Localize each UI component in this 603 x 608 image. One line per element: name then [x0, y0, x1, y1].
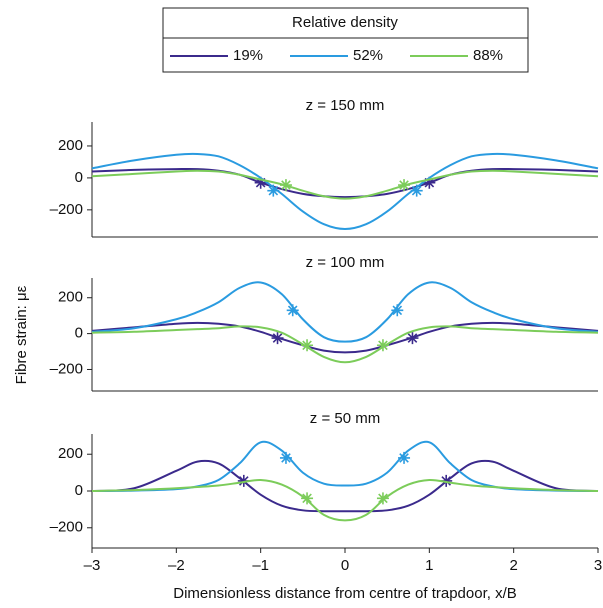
marker — [391, 304, 404, 317]
y-tick-label: 0 — [75, 482, 83, 499]
y-tick-label: 200 — [58, 289, 83, 306]
legend-title: Relative density — [292, 14, 398, 31]
marker — [398, 451, 411, 464]
x-tick-label: –2 — [168, 557, 185, 574]
x-tick-label: 1 — [425, 557, 433, 574]
x-tick-label: 0 — [341, 557, 349, 574]
series-line — [91, 281, 599, 343]
x-tick-label: 2 — [509, 557, 517, 574]
series-line — [91, 478, 599, 522]
y-axis-label: Fibre strain: με — [13, 285, 30, 384]
y-tick-label: –200 — [50, 201, 83, 218]
marker — [279, 451, 292, 464]
panel-title: z = 50 mm — [310, 410, 380, 427]
marker — [267, 184, 280, 197]
y-tick-label: 0 — [75, 325, 83, 342]
marker — [279, 179, 292, 192]
series-line — [91, 169, 599, 200]
panel-title: z = 100 mm — [306, 254, 385, 271]
marker — [271, 332, 284, 345]
x-tick-label: 3 — [594, 557, 602, 574]
legend-label: 19% — [233, 47, 263, 64]
y-tick-label: –200 — [50, 519, 83, 536]
marker — [440, 474, 453, 487]
legend-box — [162, 7, 529, 73]
x-axis-label: Dimensionless distance from centre of tr… — [173, 585, 517, 602]
y-tick-label: 200 — [58, 445, 83, 462]
marker — [423, 176, 436, 189]
marker — [301, 339, 314, 352]
marker — [237, 474, 250, 487]
marker — [406, 332, 419, 345]
series-line — [91, 167, 599, 199]
marker — [398, 179, 411, 192]
legend-label: 88% — [473, 47, 503, 64]
y-tick-label: 0 — [75, 169, 83, 186]
series-line — [91, 459, 599, 513]
series-line — [91, 325, 599, 364]
x-tick-label: –1 — [252, 557, 269, 574]
marker — [254, 176, 267, 189]
marker — [376, 492, 389, 505]
y-tick-label: –200 — [50, 360, 83, 377]
marker — [286, 304, 299, 317]
series-line — [91, 440, 599, 492]
x-tick-label: –3 — [84, 557, 101, 574]
panel-title: z = 150 mm — [306, 97, 385, 114]
marker — [376, 339, 389, 352]
y-tick-label: 200 — [58, 137, 83, 154]
marker — [410, 184, 423, 197]
series-line — [91, 321, 599, 354]
series-line — [91, 152, 599, 231]
legend-label: 52% — [353, 47, 383, 64]
marker — [301, 492, 314, 505]
